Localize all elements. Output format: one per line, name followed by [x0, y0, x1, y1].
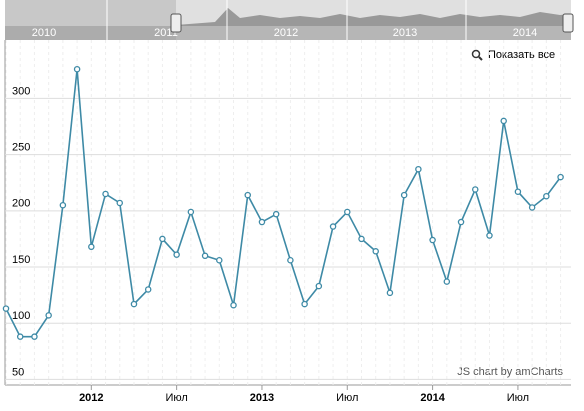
zoom-button[interactable]: Показать все — [471, 49, 556, 61]
point — [31, 333, 38, 340]
x-tick-label: 2012 — [79, 392, 103, 404]
y-tick-label: 100 — [12, 310, 30, 322]
y-tick-label: 250 — [12, 142, 30, 154]
point — [144, 286, 152, 293]
y-tick-label: 150 — [12, 254, 30, 266]
point — [130, 300, 138, 308]
x-tick-label: Июл — [336, 392, 358, 404]
point — [102, 190, 109, 198]
scrollbar-grip[interactable] — [170, 13, 182, 33]
point — [16, 333, 24, 340]
point — [528, 204, 536, 211]
point — [258, 218, 266, 226]
point — [73, 65, 81, 73]
y-tick-label: 200 — [12, 198, 30, 210]
point — [500, 117, 507, 125]
scroll-dividers — [106, 0, 467, 40]
point — [415, 165, 422, 173]
point — [429, 236, 436, 244]
point — [344, 208, 351, 216]
point — [557, 173, 564, 181]
x-tick-label: 2013 — [250, 392, 274, 404]
scrollbar-grip[interactable] — [562, 13, 574, 33]
point — [173, 251, 180, 258]
point — [272, 210, 280, 218]
zoom-label[interactable]: Показать все — [488, 49, 555, 61]
point — [443, 278, 451, 285]
point — [372, 248, 379, 255]
line — [5, 69, 562, 338]
point — [315, 282, 323, 290]
point — [400, 191, 408, 199]
point — [244, 191, 251, 199]
point — [486, 232, 493, 239]
y-tick-label: 300 — [12, 85, 30, 97]
scrollbar-label: 2014 — [513, 27, 537, 39]
y-tick-label: 50 — [12, 366, 24, 378]
point — [543, 192, 550, 200]
point — [514, 188, 522, 195]
scrollbar-axis — [5, 26, 571, 40]
point — [301, 300, 308, 308]
point — [472, 186, 479, 193]
point — [386, 289, 394, 297]
zoom-icon — [471, 49, 481, 59]
point — [287, 257, 294, 264]
point — [216, 257, 223, 264]
point — [358, 235, 365, 243]
point — [457, 218, 465, 226]
point — [2, 305, 10, 312]
point — [201, 252, 209, 260]
point — [116, 199, 124, 207]
point — [329, 223, 337, 230]
scrollbar-label: 2012 — [274, 27, 298, 39]
zoom-icon — [478, 56, 483, 61]
scrollbar-label: 2013 — [393, 27, 417, 39]
point — [88, 243, 95, 251]
scrollbar-preview — [176, 8, 571, 26]
scrollbar-label: 2010 — [32, 27, 56, 39]
point — [159, 235, 166, 243]
credit[interactable]: JS chart by amCharts — [457, 366, 563, 378]
point — [187, 208, 195, 216]
point — [59, 201, 67, 209]
point — [45, 312, 52, 319]
x-tick-label: 2014 — [420, 392, 445, 404]
point — [230, 301, 237, 309]
x-tick-label: Июл — [165, 392, 187, 404]
x-tick-label: Июл — [507, 392, 529, 404]
